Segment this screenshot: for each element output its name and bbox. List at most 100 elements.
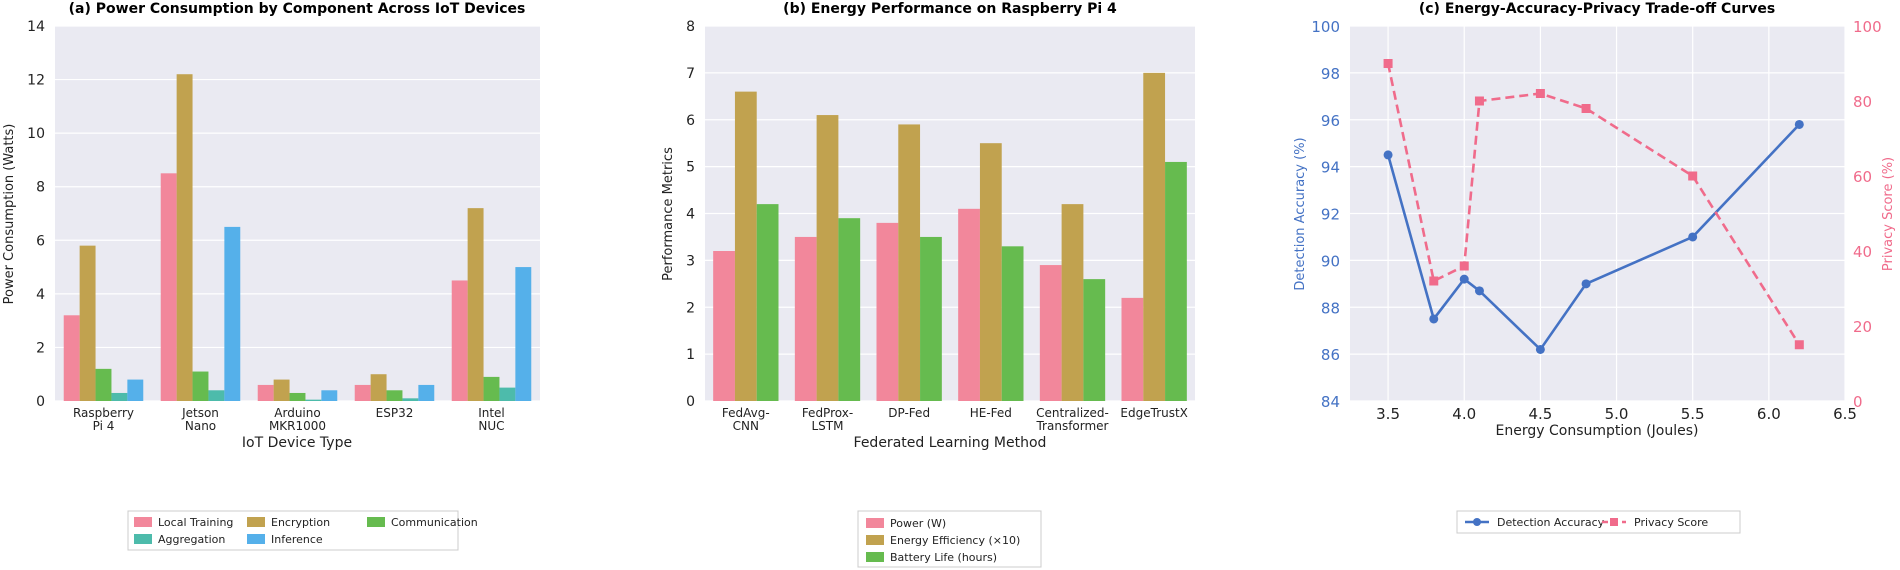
y-tick-label-right: 0 <box>1853 393 1863 411</box>
bar-b-5-0 <box>1121 297 1144 401</box>
data-point-0 <box>1383 150 1393 160</box>
bar-a-3-2 <box>386 390 403 401</box>
bar-a-3-0 <box>354 384 371 401</box>
bar-a-2-1 <box>273 379 290 401</box>
x-tick-label: Jetson <box>181 406 219 420</box>
bar-a-2-4 <box>321 390 338 401</box>
y-tick-label: 12 <box>27 73 45 89</box>
bar-b-4-0 <box>1039 265 1062 401</box>
legend-swatch <box>367 517 385 527</box>
bar-b-4-2 <box>1083 279 1106 401</box>
bar-a-2-3 <box>305 399 322 401</box>
y-tick-label-left: 92 <box>1321 206 1340 224</box>
x-tick-label: FedAvg- <box>722 406 770 420</box>
bar-a-3-4 <box>418 384 435 401</box>
y-tick-label: 0 <box>36 394 45 410</box>
x-tick-label: DP-Fed <box>888 406 930 420</box>
x-tick-label: Transformer <box>1035 419 1108 433</box>
panel-c-legend-entries: Detection Accuracy Privacy Score <box>1465 516 1708 529</box>
data-point-0 <box>1429 314 1439 324</box>
y-tick-label: 6 <box>686 113 695 129</box>
panel-c-y-label-left: Detection Accuracy (%) <box>1293 137 1308 290</box>
y-tick-label-left: 96 <box>1321 112 1340 130</box>
x-tick-label: Pi 4 <box>93 419 115 433</box>
legend-label: Detection Accuracy <box>1497 516 1605 529</box>
legend-marker <box>1610 518 1618 526</box>
panel-b-legend-box <box>857 510 1042 568</box>
bar-a-2-0 <box>257 384 274 401</box>
panel-a-title: (a) Power Consumption by Component Acros… <box>69 1 526 17</box>
y-tick-label-left: 88 <box>1321 299 1340 317</box>
x-tick-label: 5.5 <box>1681 405 1705 423</box>
bar-b-1-1 <box>816 115 839 401</box>
bar-b-1-2 <box>838 218 861 401</box>
data-point-0 <box>1535 344 1545 354</box>
legend-label: Privacy Score <box>1634 516 1708 529</box>
bar-a-2-2 <box>289 392 306 401</box>
bar-b-2-1 <box>898 124 921 401</box>
bar-a-0-1 <box>79 245 96 401</box>
y-tick-label: 1 <box>686 347 695 363</box>
x-tick-label: 4.0 <box>1452 405 1476 423</box>
legend-label: Local Training <box>158 516 233 529</box>
bar-a-0-4 <box>127 379 144 401</box>
bar-a-4-2 <box>483 376 500 401</box>
panel-c: 84 86 88 90 92 94 96 98 100 0 20 40 60 80 100 3.5 4.0 4… <box>1293 1 1896 534</box>
y-tick-label: 7 <box>686 66 695 82</box>
panel-b-x-ticks: FedAvg-CNN FedProx-LSTM DP-Fed HE-Fed Centra… <box>722 406 1188 433</box>
legend-label: Power (W) <box>890 517 946 530</box>
series-line-1 <box>1386 63 1801 346</box>
bar-b-5-1 <box>1143 72 1166 401</box>
x-tick-label: MKR1000 <box>269 419 326 433</box>
data-point-1 <box>1535 89 1545 98</box>
y-tick-label: 8 <box>686 19 695 35</box>
data-point-1 <box>1794 340 1804 350</box>
y-tick-label: 0 <box>686 394 695 410</box>
panel-c-y-label-right: Privacy Score (%) <box>1881 157 1896 271</box>
panel-b-y-ticks: 0 1 2 3 4 5 6 7 8 <box>686 19 695 410</box>
bar-a-0-0 <box>63 315 80 401</box>
panel-a-x-label: IoT Device Type <box>242 435 352 451</box>
bar-a-0-2 <box>95 368 112 401</box>
y-tick-label-right: 80 <box>1853 93 1872 111</box>
bar-b-0-1 <box>734 91 757 401</box>
x-tick-label: Raspberry <box>73 406 134 420</box>
panel-c-y-ticks-left: 84 86 88 90 92 94 96 98 100 <box>1311 18 1340 411</box>
panel-a-y-ticks: 0 2 4 6 8 10 12 14 <box>27 19 45 410</box>
data-point-1 <box>1688 171 1698 181</box>
panel-b-legend-entries: Power (W) Energy Efficiency (×10) Battery … <box>866 517 1020 564</box>
y-tick-label-right: 100 <box>1853 18 1882 36</box>
y-tick-label-right: 60 <box>1853 168 1872 186</box>
legend-label: Communication <box>391 516 478 529</box>
bar-b-3-0 <box>958 208 980 401</box>
legend-label: Inference <box>271 533 323 546</box>
legend-swatch <box>866 552 884 562</box>
x-tick-label: Centralized- <box>1036 406 1109 420</box>
bar-b-5-2 <box>1165 161 1187 401</box>
bar-b-0-0 <box>713 251 735 401</box>
panel-a-legend-entries: Local Training Encryption Communication Agg… <box>134 516 478 546</box>
bar-b-3-2 <box>1001 246 1024 401</box>
data-point-0 <box>1794 119 1804 129</box>
y-tick-label-left: 98 <box>1321 65 1340 83</box>
bar-b-3-1 <box>979 143 1002 401</box>
y-tick-label: 4 <box>686 207 695 223</box>
data-point-0 <box>1581 279 1591 289</box>
y-tick-label-left: 100 <box>1311 18 1340 36</box>
data-point-1 <box>1383 59 1393 68</box>
panel-b-y-label: Performance Metrics <box>661 147 676 281</box>
bar-a-4-0 <box>451 280 468 401</box>
y-tick-label: 4 <box>36 287 45 303</box>
y-tick-label-right: 20 <box>1853 318 1872 336</box>
y-tick-label: 8 <box>36 180 45 196</box>
y-tick-label: 6 <box>36 233 45 249</box>
legend-swatch <box>866 535 884 545</box>
panel-c-x-ticks: 3.5 4.0 4.5 5.0 5.5 6.0 6.5 <box>1376 405 1857 423</box>
y-tick-label-right: 40 <box>1853 243 1872 261</box>
panel-c-legend-box <box>1456 510 1741 534</box>
y-tick-label-left: 86 <box>1321 346 1340 364</box>
bar-b-0-2 <box>756 204 779 401</box>
panel-c-legend: Detection Accuracy Privacy Score <box>1456 510 1741 534</box>
